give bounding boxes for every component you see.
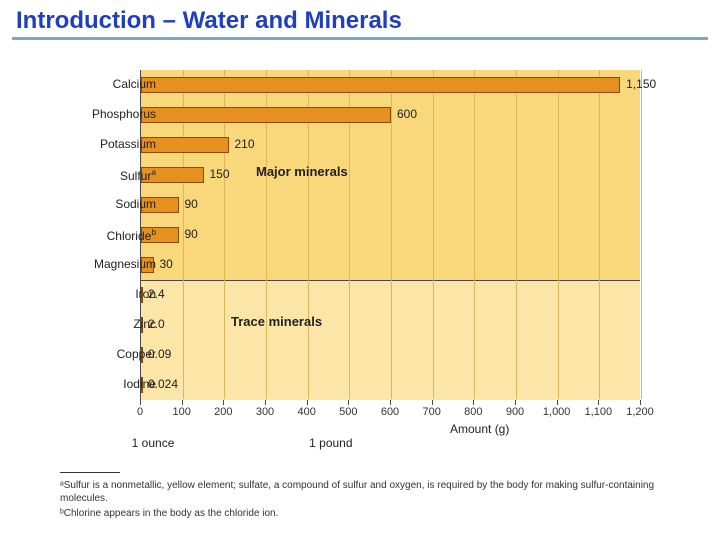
x-tick-label: 500 [339, 406, 357, 418]
page-title: Introduction – Water and Minerals [12, 4, 708, 40]
x-tick-label: 100 [172, 406, 190, 418]
category-label: Iodine [56, 377, 156, 391]
x-tick-label: 1,200 [626, 406, 654, 418]
x-tick [640, 400, 641, 405]
section-label: Major minerals [256, 164, 348, 179]
x-tick [557, 400, 558, 405]
grid-line [558, 70, 559, 399]
category-label: Copper [56, 347, 156, 361]
footnote-rule [60, 472, 120, 473]
category-label: Calcium [56, 77, 156, 91]
grid-line [516, 70, 517, 399]
page-title-text: Introduction – Water and Minerals [16, 7, 402, 35]
bar-value-label: 150 [210, 167, 230, 181]
bar-value-label: 600 [397, 107, 417, 121]
category-label: Potassium [56, 137, 156, 151]
bar-value-label: 210 [235, 137, 255, 151]
x-tick-label: 300 [256, 406, 274, 418]
category-label: Iron [56, 287, 156, 301]
x-tick [598, 400, 599, 405]
grid-line [599, 70, 600, 399]
footnote-b: ᵇChlorine appears in the body as the chl… [60, 508, 660, 521]
x-tick [140, 400, 141, 405]
x-tick-label: 1,100 [585, 406, 613, 418]
x-tick-label: 800 [464, 406, 482, 418]
x-tick [348, 400, 349, 405]
x-tick [432, 400, 433, 405]
category-label: Zinc [56, 317, 156, 331]
plot-area: 1,1506002101509090302.42.00.090.024Major… [140, 70, 640, 400]
x-tick-label: 1,000 [543, 406, 571, 418]
category-label: Magnesium [56, 257, 156, 271]
bar [141, 77, 620, 93]
slide: Introduction – Water and Minerals 1,150 6… [0, 0, 720, 540]
x-axis-title: Amount (g) [450, 422, 509, 436]
grid-line [433, 70, 434, 399]
x-ref-label: 1 ounce [132, 436, 175, 450]
x-tick [515, 400, 516, 405]
grid-line [391, 70, 392, 399]
category-label: Chlorideb [56, 227, 156, 243]
footnote-a: ᵃSulfur is a nonmetallic, yellow element… [60, 480, 660, 505]
bar [141, 107, 391, 123]
x-tick [473, 400, 474, 405]
x-tick-label: 400 [297, 406, 315, 418]
x-tick-label: 600 [381, 406, 399, 418]
x-tick [390, 400, 391, 405]
minerals-chart: 1,1506002101509090302.42.00.090.024Major… [60, 60, 660, 520]
bar-value-label: 30 [160, 257, 173, 271]
x-tick-label: 700 [422, 406, 440, 418]
x-tick-label: 200 [214, 406, 232, 418]
category-label: Sulfura [56, 167, 156, 183]
x-ref-label: 1 pound [309, 436, 352, 450]
grid-line [641, 70, 642, 399]
x-tick [223, 400, 224, 405]
bar-value-label: 90 [185, 227, 198, 241]
x-tick [265, 400, 266, 405]
bar-value-label: 1,150 [626, 77, 656, 91]
bar-value-label: 90 [185, 197, 198, 211]
x-tick [307, 400, 308, 405]
x-tick-label: 900 [506, 406, 524, 418]
x-tick-label: 0 [137, 406, 143, 418]
category-label: Sodium [56, 197, 156, 211]
section-label: Trace minerals [231, 314, 322, 329]
category-label: Phosphorus [56, 107, 156, 121]
x-tick [182, 400, 183, 405]
grid-line [474, 70, 475, 399]
x-axis: 01002003004005006007008009001,0001,1001,… [140, 400, 640, 450]
